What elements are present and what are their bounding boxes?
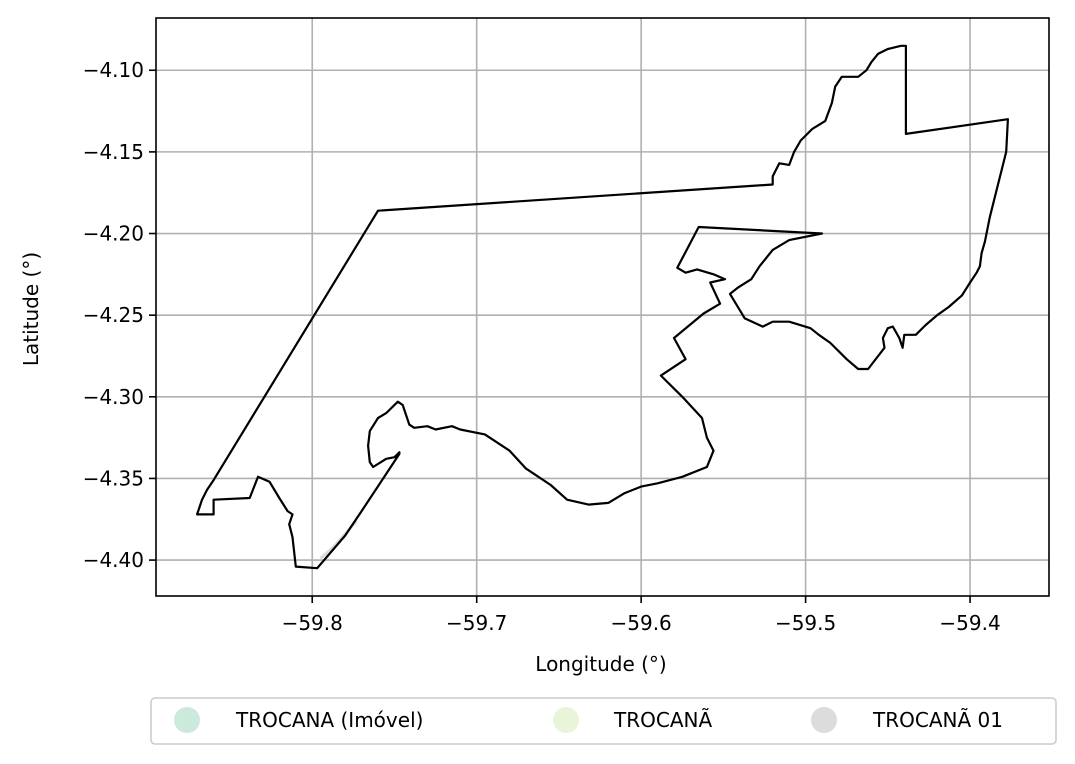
y-tick-label: −4.30	[83, 385, 144, 409]
x-tick-label: −59.7	[446, 611, 507, 635]
x-tick-label: −59.4	[939, 611, 1000, 635]
plot-frame	[155, 17, 1050, 597]
y-tick-label: −4.20	[83, 222, 144, 246]
legend-marker	[811, 707, 837, 733]
legend: TROCANA (Imóvel) TROCANÃ TROCANÃ 01	[150, 697, 1057, 745]
y-tick-label: −4.25	[83, 303, 144, 327]
x-axis-label: Longitude (°)	[535, 652, 666, 676]
x-tick-label: −59.8	[282, 611, 343, 635]
y-axis-ticks: −4.10 −4.15 −4.20 −4.25 −4.30 −4.35 −4.40	[83, 58, 156, 572]
legend-label: TROCANA (Imóvel)	[235, 708, 423, 732]
y-tick-label: −4.15	[83, 140, 144, 164]
property-boundary	[196, 44, 1010, 570]
x-tick-label: −59.6	[610, 611, 671, 635]
legend-label: TROCANÃ	[613, 708, 712, 732]
legend-marker	[553, 707, 579, 733]
x-axis-ticks: −59.8 −59.7 −59.6 −59.5 −59.4	[282, 596, 1001, 635]
y-tick-label: −4.40	[83, 548, 144, 572]
x-tick-label: −59.5	[775, 611, 836, 635]
y-axis-label: Latitude (°)	[19, 252, 43, 366]
legend-label: TROCANÃ 01	[872, 708, 1003, 732]
y-tick-label: −4.35	[83, 466, 144, 490]
grid	[156, 18, 1049, 596]
y-tick-label: −4.10	[83, 58, 144, 82]
legend-marker	[174, 707, 200, 733]
map-features	[196, 44, 1010, 570]
